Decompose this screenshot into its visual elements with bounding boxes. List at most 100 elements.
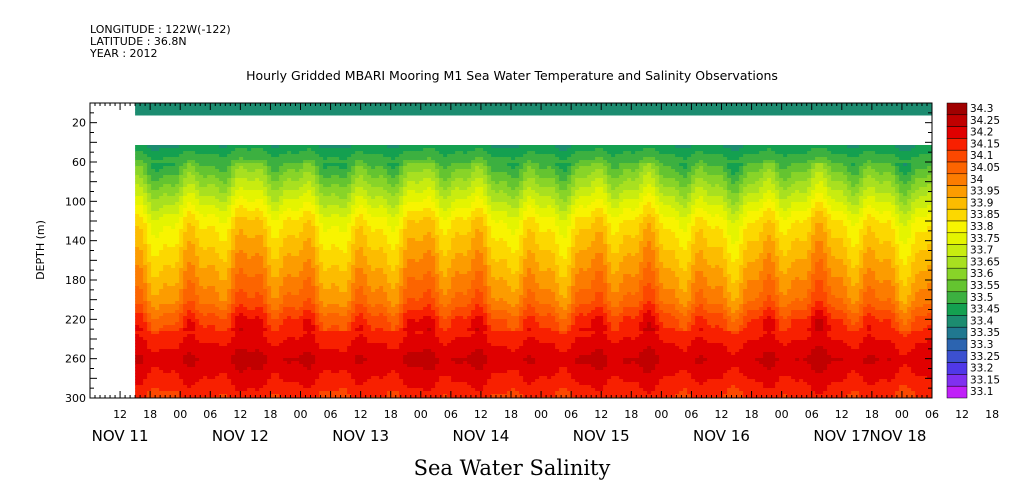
- heatmap-cell: [327, 286, 332, 290]
- heatmap-cell: [355, 241, 360, 245]
- heatmap-cell: [351, 382, 356, 386]
- heatmap-cell: [223, 325, 228, 329]
- heatmap-cell: [191, 382, 196, 386]
- heatmap-cell: [255, 313, 259, 317]
- heatmap-cell: [151, 379, 156, 383]
- heatmap-cell: [291, 313, 296, 317]
- heatmap-cell: [247, 268, 252, 272]
- heatmap-cell: [295, 283, 300, 287]
- heatmap-cell: [183, 391, 188, 395]
- heatmap-cell: [151, 310, 156, 314]
- heatmap-cell: [159, 388, 164, 392]
- heatmap-cell: [227, 358, 232, 362]
- heatmap-cell: [251, 193, 256, 197]
- heatmap-cell: [279, 223, 284, 227]
- heatmap-cell: [327, 349, 332, 353]
- heatmap-cell: [231, 193, 236, 197]
- heatmap-cell: [227, 175, 232, 179]
- heatmap-cell: [179, 163, 184, 167]
- heatmap-cell: [307, 331, 312, 335]
- heatmap-cell: [223, 283, 228, 287]
- heatmap-cell: [267, 229, 272, 233]
- heatmap-cell: [223, 322, 228, 326]
- heatmap-cell: [339, 226, 344, 230]
- heatmap-cell: [275, 244, 280, 248]
- heatmap-cell: [247, 325, 252, 329]
- heatmap-cell: [187, 343, 192, 347]
- heatmap-cell: [355, 205, 360, 209]
- heatmap-cell: [331, 316, 336, 320]
- heatmap-cell: [147, 199, 152, 203]
- heatmap-cell: [259, 382, 264, 386]
- heatmap-cell: [239, 256, 244, 260]
- heatmap-cell: [147, 151, 152, 155]
- heatmap-cell: [171, 283, 176, 287]
- heatmap-cell: [203, 217, 208, 221]
- heatmap-cell: [343, 349, 348, 353]
- heatmap-cell: [311, 193, 316, 197]
- heatmap-cell: [347, 178, 352, 182]
- heatmap-cell: [163, 229, 168, 233]
- heatmap-cell: [167, 292, 172, 296]
- heatmap-cell: [267, 322, 272, 326]
- heatmap-cell: [251, 160, 256, 164]
- heatmap-cell: [231, 316, 236, 320]
- heatmap-cell: [199, 247, 204, 251]
- heatmap-cell: [227, 361, 232, 365]
- heatmap-cell: [295, 247, 300, 251]
- heatmap-cell: [315, 202, 320, 206]
- heatmap-cell: [347, 298, 352, 302]
- heatmap-cell: [311, 232, 316, 236]
- heatmap-cell: [335, 343, 340, 347]
- heatmap-cell: [243, 280, 248, 284]
- heatmap-cell: [159, 304, 164, 308]
- heatmap-cell: [151, 283, 156, 287]
- heatmap-cell: [339, 367, 344, 371]
- heatmap-cell: [351, 181, 356, 185]
- heatmap-cell: [151, 226, 156, 230]
- heatmap-cell: [239, 295, 244, 299]
- heatmap-cell: [323, 322, 328, 326]
- heatmap-cell: [183, 202, 188, 206]
- heatmap-cell: [227, 208, 232, 212]
- heatmap-cell: [215, 247, 220, 251]
- heatmap-cell: [355, 247, 360, 251]
- heatmap-cell: [315, 196, 320, 200]
- heatmap-cell: [343, 181, 348, 185]
- heatmap-cell: [163, 277, 168, 281]
- heatmap-cell: [223, 319, 228, 323]
- heatmap-cell: [155, 229, 160, 233]
- heatmap-cell: [167, 145, 172, 149]
- heatmap-cell: [195, 328, 200, 332]
- heatmap-cell: [159, 262, 164, 266]
- heatmap-cell: [139, 106, 144, 110]
- heatmap-cell: [231, 352, 236, 356]
- heatmap-cell: [339, 220, 344, 224]
- heatmap-cell: [259, 148, 264, 152]
- heatmap-cell: [235, 208, 240, 212]
- heatmap-cell: [351, 238, 356, 242]
- heatmap-cell: [311, 235, 316, 239]
- heatmap-cell: [159, 298, 164, 302]
- heatmap-cell: [163, 202, 168, 206]
- heatmap-cell: [311, 364, 316, 368]
- heatmap-cell: [243, 196, 248, 200]
- heatmap-cell: [347, 322, 352, 326]
- heatmap-cell: [351, 391, 356, 395]
- heatmap-cell: [191, 373, 196, 377]
- heatmap-cell: [163, 235, 168, 239]
- heatmap-cell: [331, 163, 336, 167]
- heatmap-cell: [347, 187, 352, 191]
- heatmap-cell: [179, 193, 184, 197]
- heatmap-cell: [231, 157, 236, 161]
- heatmap-cell: [163, 304, 168, 308]
- heatmap-cell: [339, 172, 344, 176]
- heatmap-cell: [231, 364, 236, 368]
- heatmap-cell: [223, 349, 228, 353]
- heatmap-cell: [207, 370, 212, 374]
- heatmap-cell: [139, 334, 144, 338]
- heatmap-cell: [355, 157, 360, 161]
- heatmap-cell: [203, 181, 208, 185]
- heatmap-cell: [195, 277, 200, 281]
- heatmap-cell: [243, 148, 248, 152]
